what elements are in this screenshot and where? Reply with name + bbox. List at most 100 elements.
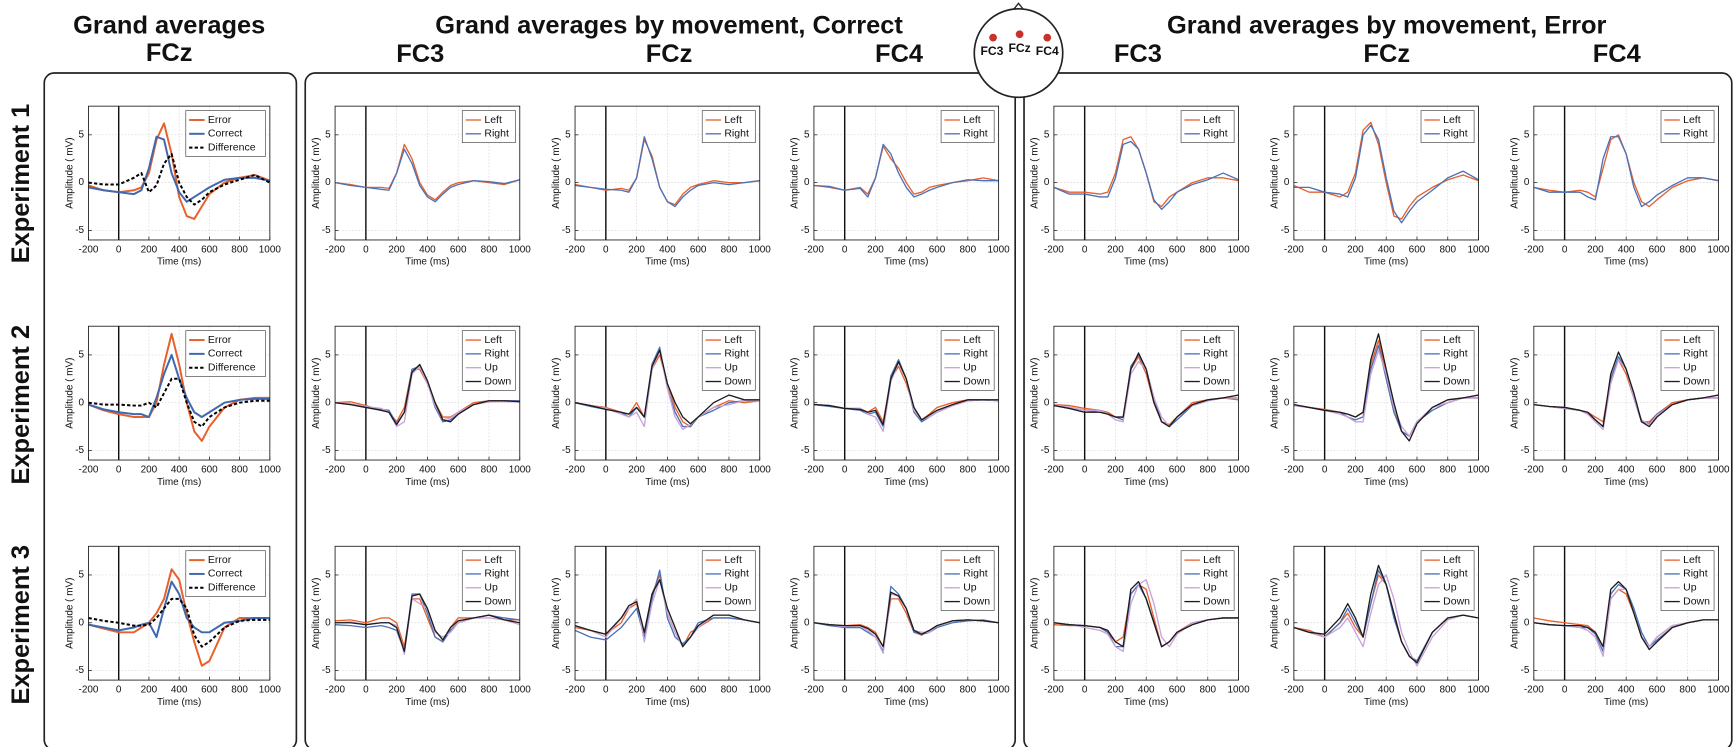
subplot: -20002004006008001000-505LeftRightUpDown… xyxy=(1510,546,1730,708)
y-tick-label: 5 xyxy=(1044,570,1050,581)
x-axis-label: Time (ms) xyxy=(1604,697,1648,708)
electrode-label: FC4 xyxy=(1036,44,1059,58)
x-tick-label: 800 xyxy=(721,245,738,256)
x-tick-label: 200 xyxy=(1107,465,1124,476)
column-title: Grand averages by movement, Correct xyxy=(435,11,903,39)
x-tick-label: 1000 xyxy=(1707,465,1730,476)
subplot: -20002004006008001000-505LeftRightUpDown… xyxy=(1270,326,1490,488)
y-axis-label: Amplitude ( mV) xyxy=(1510,137,1521,208)
legend-label: Down xyxy=(1443,375,1470,387)
y-tick-label: -5 xyxy=(801,445,810,456)
x-tick-label: 600 xyxy=(929,685,946,696)
x-tick-label: 600 xyxy=(450,245,467,256)
y-tick-label: 5 xyxy=(565,570,571,581)
x-tick-label: 400 xyxy=(1378,245,1395,256)
x-tick-label: 400 xyxy=(1618,685,1635,696)
y-tick-label: 0 xyxy=(79,617,85,628)
y-tick-label: 0 xyxy=(565,617,571,628)
x-tick-label: 1000 xyxy=(509,245,532,256)
x-tick-label: 0 xyxy=(842,245,848,256)
y-tick-label: 0 xyxy=(1044,397,1050,408)
channel-label: FCz xyxy=(646,40,693,68)
subplot: -20002004006008001000-505ErrorCorrectDif… xyxy=(64,106,281,268)
y-axis-label: Amplitude ( mV) xyxy=(790,137,801,208)
legend-label: Right xyxy=(1203,568,1228,580)
x-tick-label: 200 xyxy=(867,245,884,256)
subplot: -20002004006008001000-505LeftRightUpDown… xyxy=(1270,546,1490,708)
x-tick-label: 400 xyxy=(1618,465,1635,476)
figure: Grand averages Grand averages by movemen… xyxy=(0,0,1734,747)
x-tick-label: 400 xyxy=(898,245,915,256)
x-tick-label: 400 xyxy=(419,685,436,696)
channel-label: FC4 xyxy=(1593,40,1641,68)
x-tick-label: 0 xyxy=(842,465,848,476)
y-axis-label: Amplitude ( mV) xyxy=(311,358,322,429)
x-tick-label: 800 xyxy=(231,245,248,256)
y-axis-label: Amplitude ( mV) xyxy=(64,358,75,429)
x-tick-label: 800 xyxy=(1679,685,1696,696)
legend-label: Error xyxy=(208,114,232,126)
legend-label: Left xyxy=(963,334,981,346)
legend-label: Left xyxy=(724,554,742,566)
x-tick-label: 200 xyxy=(1347,245,1364,256)
x-tick-label: 1000 xyxy=(988,465,1011,476)
legend-label: Left xyxy=(1683,554,1701,566)
head-nose xyxy=(1014,3,1023,9)
x-tick-label: 0 xyxy=(116,685,122,696)
x-tick-label: 1000 xyxy=(509,685,532,696)
x-tick-label: -200 xyxy=(1524,465,1544,476)
x-tick-label: 0 xyxy=(1322,685,1328,696)
subplot: -20002004006008001000-505LeftRightUpDown… xyxy=(311,546,531,708)
y-tick-label: -5 xyxy=(562,225,571,236)
x-tick-label: 0 xyxy=(363,245,369,256)
subplot: -20002004006008001000-505ErrorCorrectDif… xyxy=(64,326,281,488)
subplot: -20002004006008001000-505ErrorCorrectDif… xyxy=(64,546,281,708)
x-axis-label: Time (ms) xyxy=(157,697,201,708)
y-tick-label: -5 xyxy=(75,225,84,236)
x-tick-label: 0 xyxy=(363,685,369,696)
x-tick-label: -200 xyxy=(325,465,345,476)
x-tick-label: 800 xyxy=(960,685,977,696)
x-tick-label: -200 xyxy=(804,685,824,696)
column-title: Grand averages by movement, Error xyxy=(1167,11,1607,39)
x-tick-label: 1000 xyxy=(1467,465,1490,476)
x-tick-label: 200 xyxy=(1347,685,1364,696)
legend-label: Down xyxy=(963,595,990,607)
subplot: -20002004006008001000-505LeftRightTime (… xyxy=(1270,106,1490,268)
legend-label: Down xyxy=(484,375,511,387)
x-axis-label: Time (ms) xyxy=(645,477,689,488)
x-tick-label: 600 xyxy=(929,245,946,256)
x-tick-label: 400 xyxy=(1138,465,1155,476)
subplot: -20002004006008001000-505LeftRightTime (… xyxy=(1510,106,1730,268)
y-tick-label: 0 xyxy=(79,397,85,408)
legend-label: Difference xyxy=(208,141,256,153)
y-tick-label: 0 xyxy=(325,177,331,188)
x-tick-label: 600 xyxy=(1649,245,1666,256)
x-axis-label: Time (ms) xyxy=(1364,697,1408,708)
y-tick-label: 5 xyxy=(1524,570,1530,581)
legend-label: Up xyxy=(963,361,977,373)
legend-label: Down xyxy=(1683,375,1710,387)
x-tick-label: 1000 xyxy=(988,245,1011,256)
x-tick-label: 1000 xyxy=(1228,685,1251,696)
x-tick-label: 400 xyxy=(659,685,676,696)
legend-label: Correct xyxy=(208,128,243,140)
legend-label: Down xyxy=(1203,375,1230,387)
x-tick-label: 200 xyxy=(1587,465,1604,476)
channel-label: FC3 xyxy=(396,40,444,68)
x-tick-label: 800 xyxy=(1199,465,1216,476)
x-tick-label: 400 xyxy=(1618,245,1635,256)
y-axis-label: Amplitude ( mV) xyxy=(64,578,75,649)
legend-label: Down xyxy=(724,375,751,387)
x-tick-label: 200 xyxy=(1107,245,1124,256)
y-axis-label: Amplitude ( mV) xyxy=(1510,358,1521,429)
legend-label: Left xyxy=(1203,114,1221,126)
row-label: Experiment 3 xyxy=(7,545,35,705)
x-tick-label: 800 xyxy=(481,245,498,256)
legend-label: Down xyxy=(1683,595,1710,607)
x-tick-label: 0 xyxy=(116,245,122,256)
y-axis-label: Amplitude ( mV) xyxy=(311,578,322,649)
y-tick-label: 0 xyxy=(79,177,85,188)
subplot: -20002004006008001000-505LeftRightUpDown… xyxy=(790,546,1010,708)
x-tick-label: 800 xyxy=(231,685,248,696)
